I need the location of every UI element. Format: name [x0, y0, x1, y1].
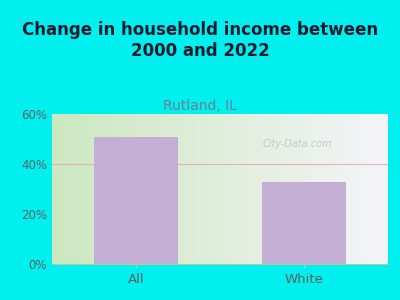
Bar [262, 182, 346, 264]
Text: Rutland, IL: Rutland, IL [163, 99, 237, 113]
Bar [94, 136, 178, 264]
Text: City-Data.com: City-Data.com [262, 139, 332, 149]
Text: Change in household income between
2000 and 2022: Change in household income between 2000 … [22, 21, 378, 61]
